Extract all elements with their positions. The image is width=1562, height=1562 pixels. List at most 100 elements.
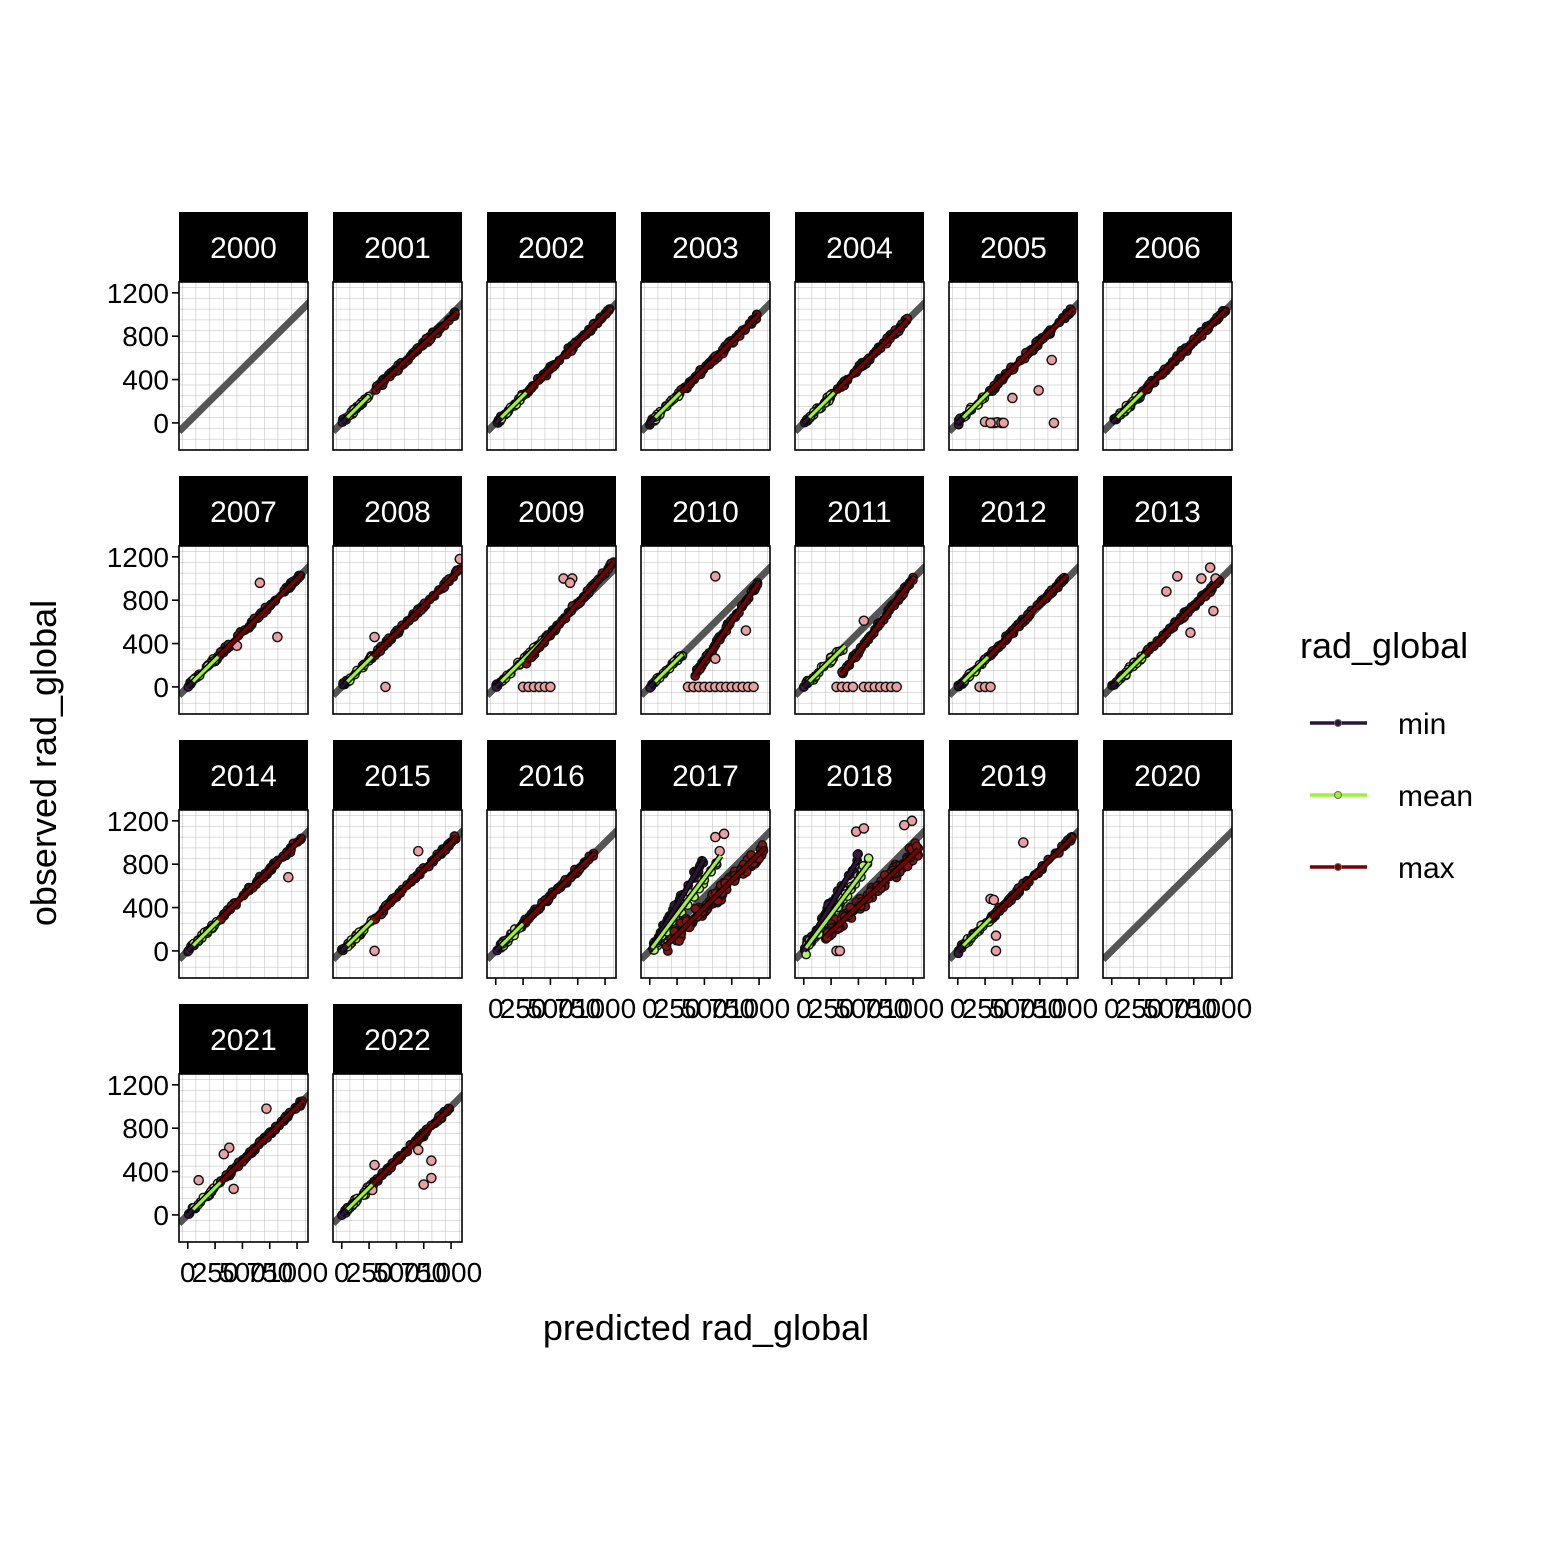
x-tick-label: 250 <box>346 1257 393 1288</box>
fit-line-min <box>648 680 657 689</box>
panel-plot-area <box>487 826 616 963</box>
panel-border <box>178 809 309 979</box>
x-tick-label: 250 <box>1116 993 1163 1024</box>
fit-line-mean <box>808 644 847 683</box>
facet-strip-label: 2009 <box>518 496 585 529</box>
panel-plot-area <box>641 826 770 963</box>
outlier-point <box>858 823 870 834</box>
panel-border <box>1102 545 1233 715</box>
y-tick-label: 1200 <box>107 542 169 573</box>
fit-line-max <box>987 574 1069 659</box>
facet-strip-label: 2016 <box>518 760 585 793</box>
facet-strip-label: 2012 <box>980 496 1047 529</box>
outlier-point <box>1196 573 1207 584</box>
legend-key-point <box>1334 791 1342 799</box>
x-tick-label: 250 <box>654 993 701 1024</box>
outlier-point <box>545 681 556 693</box>
x-axis-title: predicted rad_global <box>543 1307 869 1348</box>
panel-border <box>794 809 925 979</box>
panel-grid <box>641 282 770 450</box>
panel-plot-area <box>641 562 770 699</box>
panel-border <box>332 281 463 451</box>
facet-panel-2001: 2001 <box>332 212 463 451</box>
fit-line-max <box>665 846 766 947</box>
outlier-point <box>985 417 996 429</box>
outlier-point <box>1048 417 1060 429</box>
facet-strip <box>949 740 1078 810</box>
outlier-point <box>218 1148 230 1160</box>
fit-line-min <box>956 680 965 689</box>
panel-border <box>794 281 925 451</box>
x-tick-label: 500 <box>989 993 1036 1024</box>
panel-plot-area <box>333 1090 462 1227</box>
y-tick-label: 0 <box>153 672 169 703</box>
panel-border <box>1102 809 1233 979</box>
outlier-point <box>710 571 721 582</box>
y-tick-label: 400 <box>122 893 169 924</box>
fit-line-max <box>525 307 612 394</box>
facet-strip <box>641 740 770 810</box>
panel-border <box>1102 281 1233 451</box>
facet-strip <box>641 476 770 546</box>
facet-panel-2006: 2006 <box>1102 212 1233 451</box>
facet-panel-2005: 2005 <box>948 212 1079 451</box>
panel-plot-area <box>179 826 308 963</box>
outlier-point <box>990 945 1002 957</box>
fit-line-mean <box>804 862 871 949</box>
x-tick-label: 750 <box>554 993 601 1024</box>
outlier-point <box>412 1144 424 1156</box>
min-point <box>852 849 863 860</box>
x-tick-label: 250 <box>808 993 855 1024</box>
facet-strip <box>795 476 924 546</box>
facet-panels: 2000 0 400 800 1200 2001 2002 2003 2004 2005 2006 2… <box>107 212 1252 1288</box>
fit-line-min <box>340 1208 349 1217</box>
outlier-point <box>998 417 1009 429</box>
panel-plot-area <box>795 815 924 963</box>
legend-key-point <box>1334 719 1342 727</box>
facet-strip-label: 2019 <box>980 760 1047 793</box>
outlier-point <box>710 831 721 843</box>
outlier-point <box>283 871 294 883</box>
panel-plot-area <box>179 298 308 435</box>
panel-border <box>178 1073 309 1243</box>
facet-panel-2004: 2004 <box>794 212 925 451</box>
x-tick-label: 250 <box>962 993 1009 1024</box>
fit-line-min <box>802 680 811 689</box>
y-tick-label: 800 <box>122 1113 169 1144</box>
fit-line-min <box>494 416 503 425</box>
y-tick-label: 0 <box>153 1200 169 1231</box>
legend-entry-mean: mean <box>1310 780 1473 813</box>
facet-strip-label: 2013 <box>1134 496 1201 529</box>
x-tick-label: 750 <box>708 993 755 1024</box>
facet-strip <box>1103 212 1232 282</box>
fit-line-max <box>824 848 920 938</box>
outlier-point <box>1185 627 1196 639</box>
x-tick-label: 500 <box>219 1257 266 1288</box>
x-tick-label: 750 <box>246 1257 293 1288</box>
facet-strip <box>179 476 308 546</box>
panel-border <box>486 809 617 979</box>
panel-plot-area <box>1103 562 1232 699</box>
fit-line-max <box>219 835 304 920</box>
x-tick-label: 1000 <box>574 993 636 1024</box>
facet-strip <box>1103 740 1232 810</box>
facet-panel-2009: 2009 <box>486 476 617 715</box>
panel-border <box>948 281 1079 451</box>
fit-line-max <box>692 580 761 677</box>
y-tick-label: 400 <box>122 629 169 660</box>
fit-line-min <box>494 944 503 953</box>
fit-line-mean <box>192 919 220 947</box>
panel-grid <box>487 282 616 450</box>
panel-grid <box>333 1074 462 1242</box>
facet-strip <box>333 476 462 546</box>
fit-line-mean <box>500 391 528 419</box>
panel-plot-area <box>333 553 462 699</box>
x-tick-label: 1000 <box>266 1257 328 1288</box>
outlier-point <box>412 845 424 857</box>
fit-line-mean <box>808 391 836 419</box>
panel-plot-area <box>179 1090 308 1227</box>
y-tick-label: 800 <box>122 585 169 616</box>
panel-border <box>332 1073 463 1243</box>
